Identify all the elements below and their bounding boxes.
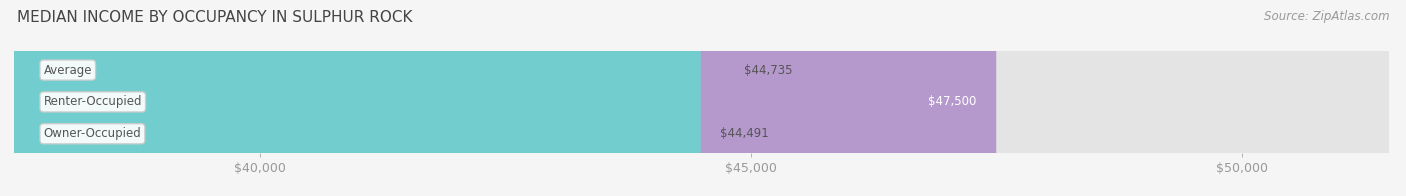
FancyBboxPatch shape	[14, 0, 1389, 196]
FancyBboxPatch shape	[14, 0, 1389, 196]
Text: MEDIAN INCOME BY OCCUPANCY IN SULPHUR ROCK: MEDIAN INCOME BY OCCUPANCY IN SULPHUR RO…	[17, 10, 412, 25]
Text: $44,735: $44,735	[744, 64, 793, 77]
Text: $44,491: $44,491	[720, 127, 769, 140]
Text: Owner-Occupied: Owner-Occupied	[44, 127, 141, 140]
Text: Average: Average	[44, 64, 91, 77]
FancyBboxPatch shape	[14, 0, 997, 196]
Text: Source: ZipAtlas.com: Source: ZipAtlas.com	[1264, 10, 1389, 23]
Text: $47,500: $47,500	[928, 95, 977, 108]
FancyBboxPatch shape	[14, 0, 724, 196]
FancyBboxPatch shape	[14, 0, 1389, 196]
Text: Renter-Occupied: Renter-Occupied	[44, 95, 142, 108]
FancyBboxPatch shape	[14, 0, 700, 196]
